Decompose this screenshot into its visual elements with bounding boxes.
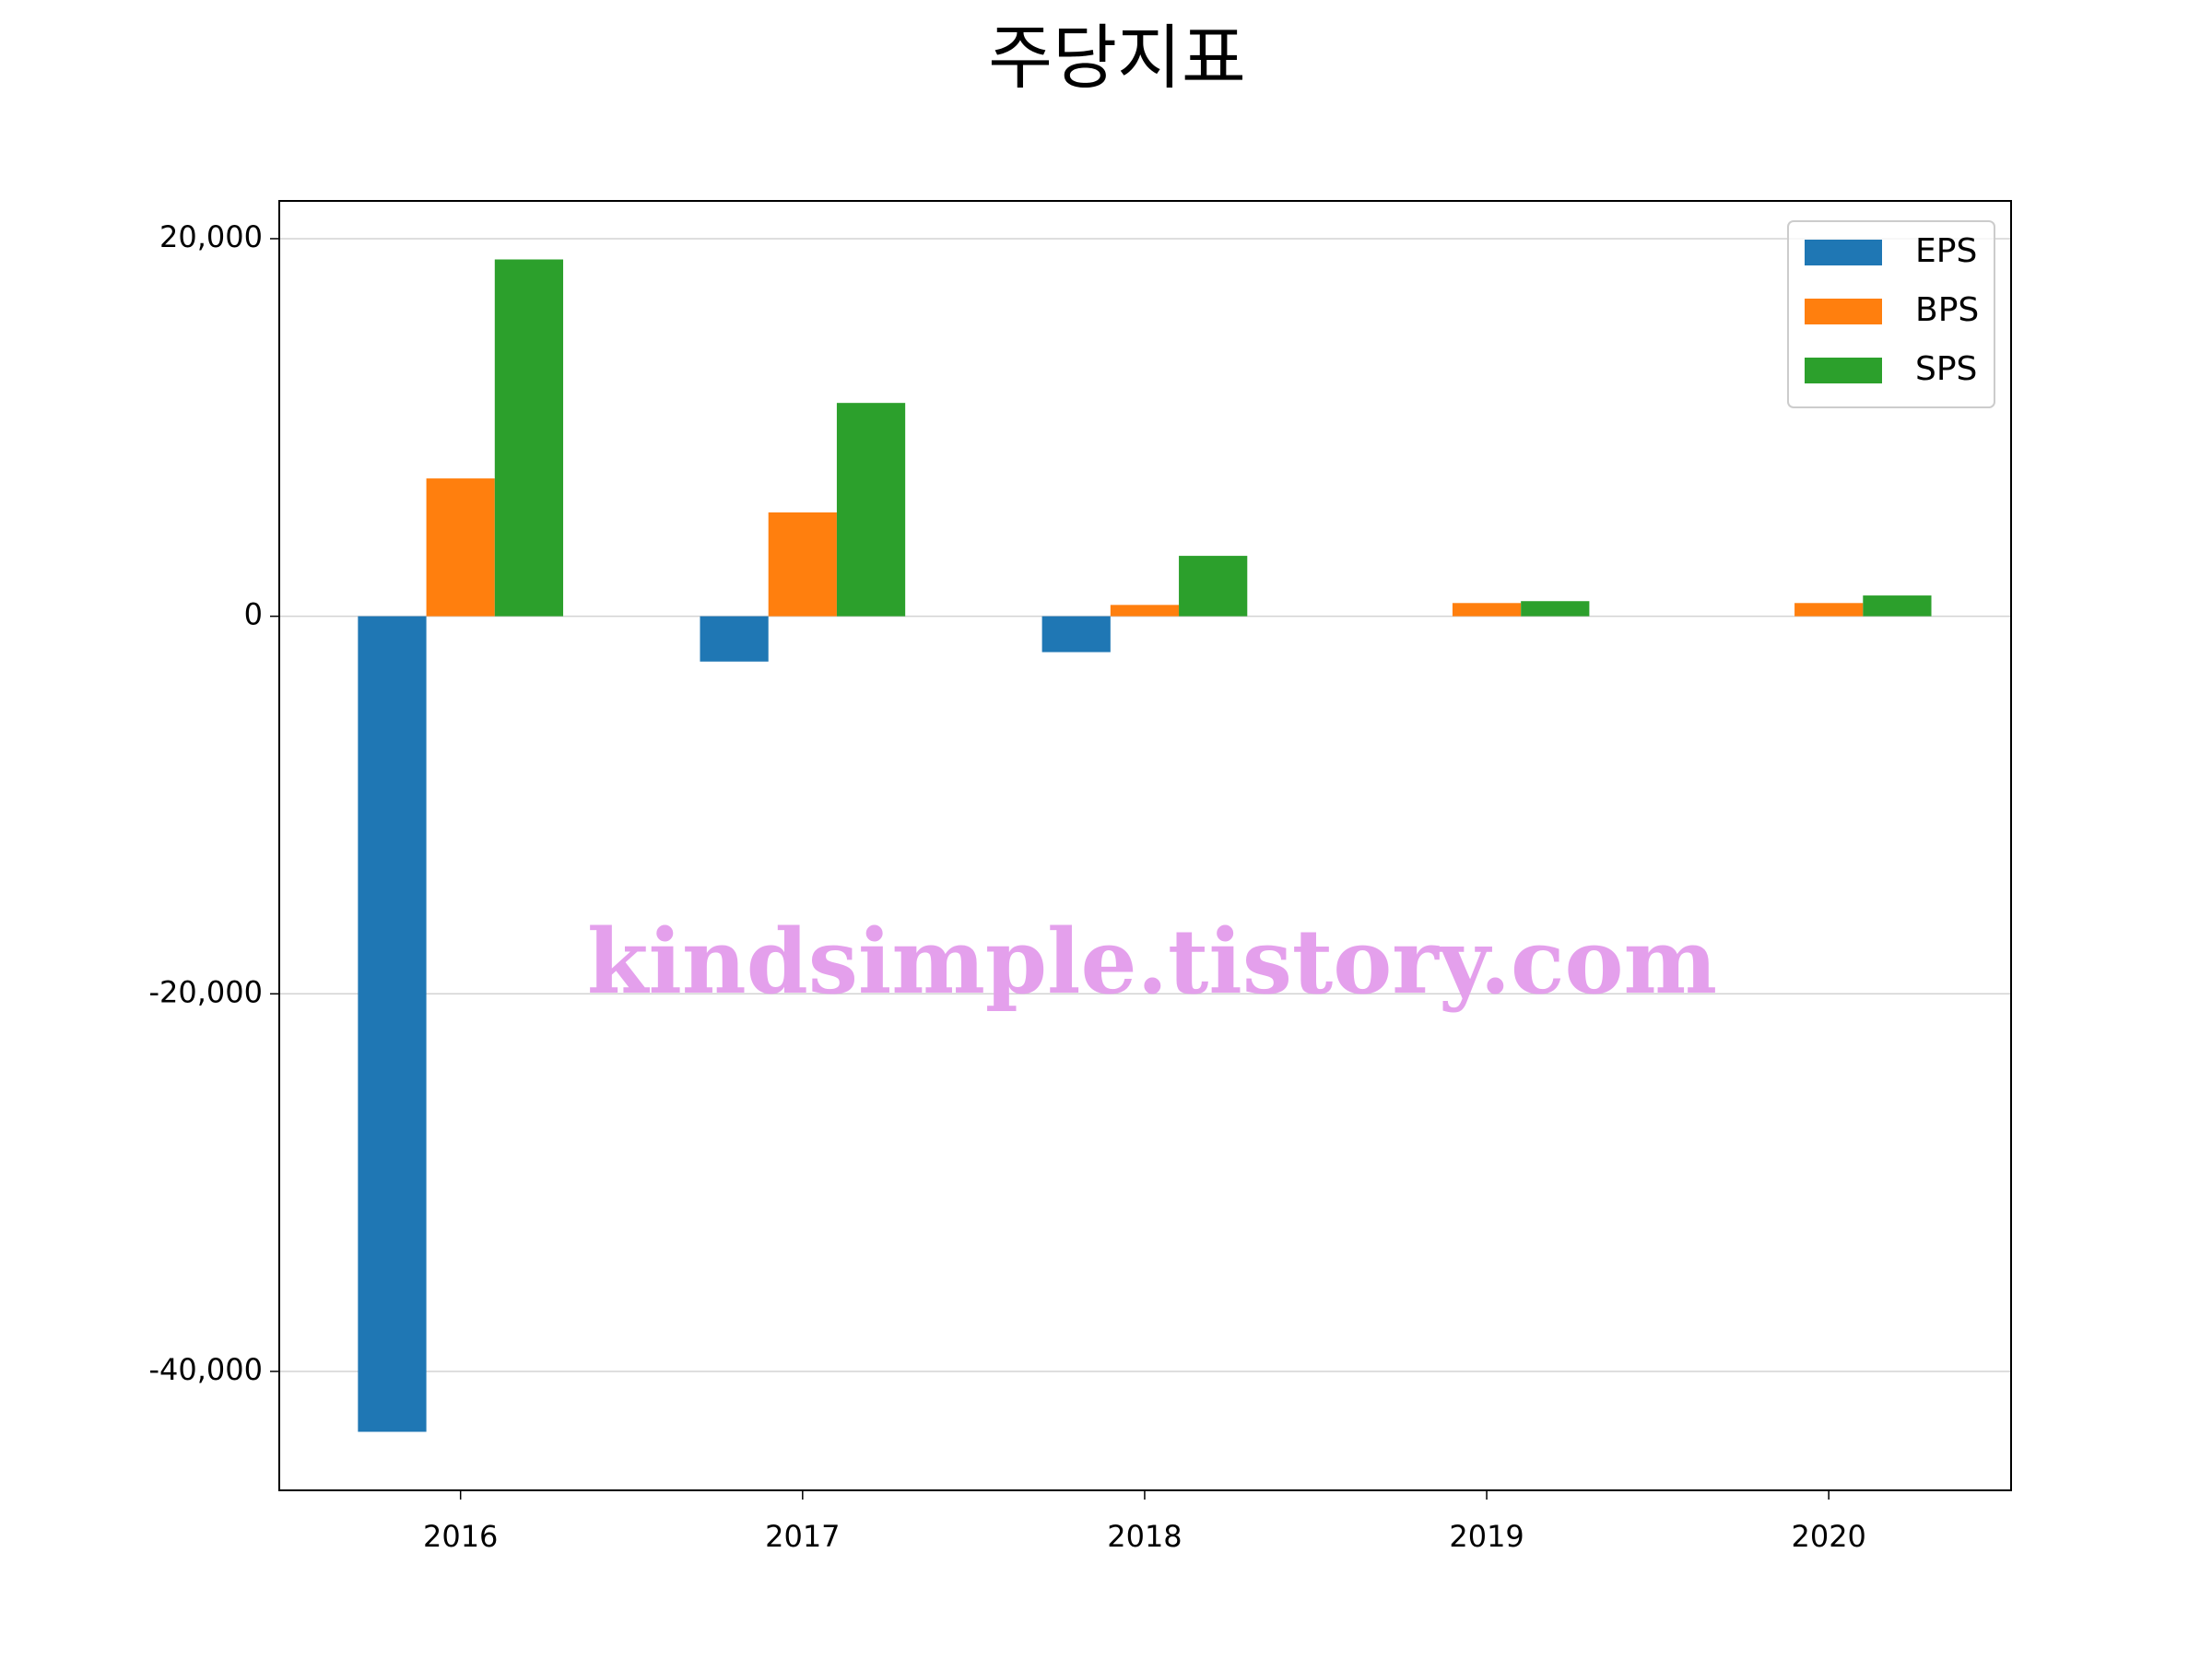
bar	[1041, 616, 1111, 653]
x-tick-label: 2019	[1449, 1519, 1524, 1554]
bar	[836, 403, 906, 617]
x-tick-label: 2018	[1107, 1519, 1182, 1554]
bar	[768, 512, 837, 617]
legend-swatch	[1805, 358, 1882, 383]
plot-frame	[278, 200, 2012, 1491]
bar	[1863, 595, 1932, 617]
legend-label: BPS	[1915, 291, 1979, 329]
chart-title: 주당지표	[988, 17, 1246, 99]
bar	[494, 259, 564, 617]
watermark: kindsimple.tistory.com	[587, 910, 1717, 1014]
x-tick-label: 2020	[1791, 1519, 1865, 1554]
bar	[1521, 601, 1590, 617]
y-tick-label: -20,000	[148, 974, 263, 1009]
bar	[1794, 603, 1864, 617]
bar	[1452, 603, 1522, 617]
legend-swatch	[1805, 240, 1882, 265]
bar	[1179, 556, 1248, 617]
x-tick-label: 2017	[765, 1519, 840, 1554]
y-tick-label: 0	[244, 597, 263, 632]
bar	[426, 478, 495, 617]
y-tick-label: -40,000	[148, 1352, 263, 1387]
legend-label: SPS	[1915, 350, 1977, 388]
y-tick-label: 20,000	[159, 219, 263, 254]
bar	[700, 616, 769, 662]
legend-swatch	[1805, 299, 1882, 324]
legend-label: EPS	[1915, 232, 1977, 270]
bar	[358, 616, 427, 1432]
x-tick-label: 2016	[423, 1519, 498, 1554]
bar	[1110, 605, 1180, 617]
